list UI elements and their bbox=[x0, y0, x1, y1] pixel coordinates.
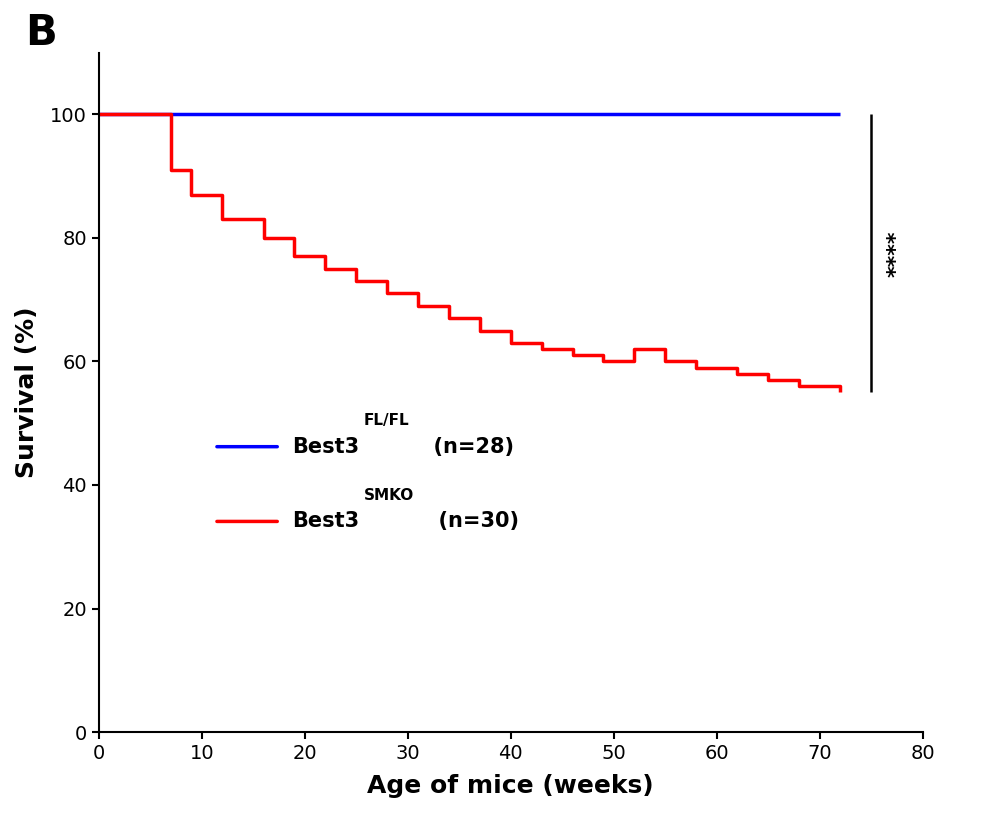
Text: (n=30): (n=30) bbox=[424, 511, 519, 532]
Text: Best3: Best3 bbox=[292, 511, 360, 532]
X-axis label: Age of mice (weeks): Age of mice (weeks) bbox=[367, 774, 654, 798]
Text: FL/FL: FL/FL bbox=[364, 413, 409, 428]
Text: Best3: Best3 bbox=[292, 437, 360, 457]
Text: SMKO: SMKO bbox=[364, 488, 414, 503]
Text: ****: **** bbox=[887, 230, 907, 276]
Text: (n=28): (n=28) bbox=[419, 437, 514, 457]
Y-axis label: Survival (%): Survival (%) bbox=[15, 307, 39, 478]
Text: B: B bbox=[25, 12, 56, 54]
